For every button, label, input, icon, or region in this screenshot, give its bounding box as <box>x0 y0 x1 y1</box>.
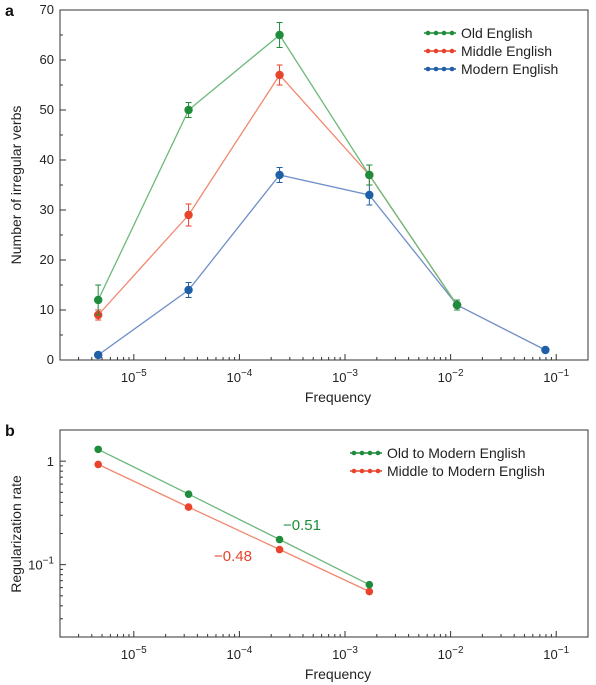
legend-label-modern: Modern English <box>461 61 558 77</box>
legend-label-old: Old English <box>461 25 533 41</box>
legend-marker-modern <box>433 66 439 72</box>
panel-b-x-tick-label: 10−3 <box>332 645 358 662</box>
panel-a-letter: a <box>5 3 14 20</box>
panel-b-annotations: −0.51 −0.48 <box>214 517 321 565</box>
legend-marker-old <box>425 30 431 36</box>
series-line-old <box>97 448 370 586</box>
data-point-old <box>93 295 103 305</box>
panel-b-frame <box>59 429 589 638</box>
panel-b-x-tick-label: 10−2 <box>438 645 464 662</box>
legend-marker-modern <box>425 66 431 72</box>
panel-a-y-tick-label: 10 <box>40 302 54 317</box>
data-point-middle <box>184 210 193 220</box>
panel-b-y-tick-label: 1 <box>47 454 54 469</box>
data-point-old <box>184 490 193 498</box>
legend-marker-old <box>359 450 365 456</box>
legend-marker-middle <box>367 468 373 474</box>
series-line-middle <box>97 463 370 593</box>
data-point-modern <box>93 350 103 360</box>
panel-a-series <box>93 22 550 360</box>
data-point-modern <box>365 190 374 200</box>
panel-b-y-ticks: 1 10−1 <box>28 429 66 638</box>
legend-marker-middle <box>433 48 439 54</box>
panel-a-y-tick-label: 50 <box>40 102 54 117</box>
legend-label-middle: Middle to Modern English <box>387 463 545 479</box>
data-point-old <box>365 170 374 180</box>
legend-marker-old <box>375 450 381 456</box>
slope-annotation-middle: −0.48 <box>214 548 252 565</box>
legend-marker-old <box>367 450 373 456</box>
legend-marker-modern <box>449 66 455 72</box>
legend-marker-old <box>449 30 455 36</box>
panel-a-y-ticks: 0 10 20 30 40 50 60 70 <box>40 2 66 367</box>
panel-a-x-label: Frequency <box>305 389 371 405</box>
panel-b-letter: b <box>5 423 15 440</box>
data-point-middle <box>184 503 193 511</box>
panel-b-x-tick-label: 10−4 <box>226 645 252 662</box>
panel-b-x-tick-label: 10−5 <box>121 645 147 662</box>
legend-marker-modern <box>441 66 447 72</box>
legend-marker-middle <box>441 48 447 54</box>
legend-marker-middle <box>449 48 455 54</box>
data-point-middle <box>275 545 284 554</box>
panel-b-series <box>94 445 374 596</box>
data-point-middle <box>94 460 102 469</box>
panel-a-y-tick-label: 0 <box>47 352 54 367</box>
data-point-old <box>94 445 102 454</box>
data-point-old <box>184 105 193 115</box>
panel-a-x-tick-label: 10−5 <box>121 368 147 385</box>
panel-b-y-label: Regularization rate <box>8 475 24 593</box>
panel-b-x-ticks: 10−5 10−4 10−3 10−2 10−1 <box>59 631 589 662</box>
legend-marker-middle <box>375 468 381 474</box>
panel-a-y-tick-label: 70 <box>40 2 54 17</box>
data-point-middle <box>275 70 284 80</box>
panel-a-y-tick-label: 60 <box>40 52 54 67</box>
panel-a-y-label: Number of irregular verbs <box>8 106 24 265</box>
panel-a-x-tick-label: 10−1 <box>543 368 569 385</box>
data-point-middle <box>365 587 374 596</box>
legend-marker-old <box>351 450 357 456</box>
data-point-modern <box>275 170 284 180</box>
series-line-middle <box>97 73 458 316</box>
panel-a-x-tick-label: 10−4 <box>226 368 252 385</box>
panel-b-legend: Old to Modern English Middle to Modern En… <box>350 445 545 479</box>
panel-b-y-tick-label: 10−1 <box>28 556 54 573</box>
panel-a-y-tick-label: 30 <box>40 202 54 217</box>
legend-label-middle: Middle English <box>461 43 552 59</box>
data-point-modern <box>184 285 193 295</box>
panel-a-x-tick-label: 10−2 <box>438 368 464 385</box>
panel-a-legend: Old English Middle English Modern English <box>424 25 558 77</box>
legend-marker-middle <box>359 468 365 474</box>
legend-marker-old <box>441 30 447 36</box>
panel-b-x-label: Frequency <box>305 666 371 682</box>
panel-b-x-tick-label: 10−1 <box>543 645 569 662</box>
legend-marker-old <box>433 30 439 36</box>
series-line-modern <box>97 174 546 356</box>
data-point-old <box>452 300 462 310</box>
data-point-modern <box>541 345 550 355</box>
legend-marker-middle <box>425 48 431 54</box>
panel-a-y-tick-label: 40 <box>40 152 54 167</box>
slope-annotation-old: −0.51 <box>283 517 321 534</box>
legend-label-old: Old to Modern English <box>387 445 526 461</box>
data-point-old <box>365 580 374 589</box>
panel-a-x-tick-label: 10−3 <box>332 368 358 385</box>
data-point-old <box>275 30 284 40</box>
panel-a-x-ticks: 10−5 10−4 10−3 10−2 10−1 <box>59 354 589 385</box>
data-point-old <box>275 535 284 544</box>
legend-marker-middle <box>351 468 357 474</box>
panel-a-y-tick-label: 20 <box>40 252 54 267</box>
